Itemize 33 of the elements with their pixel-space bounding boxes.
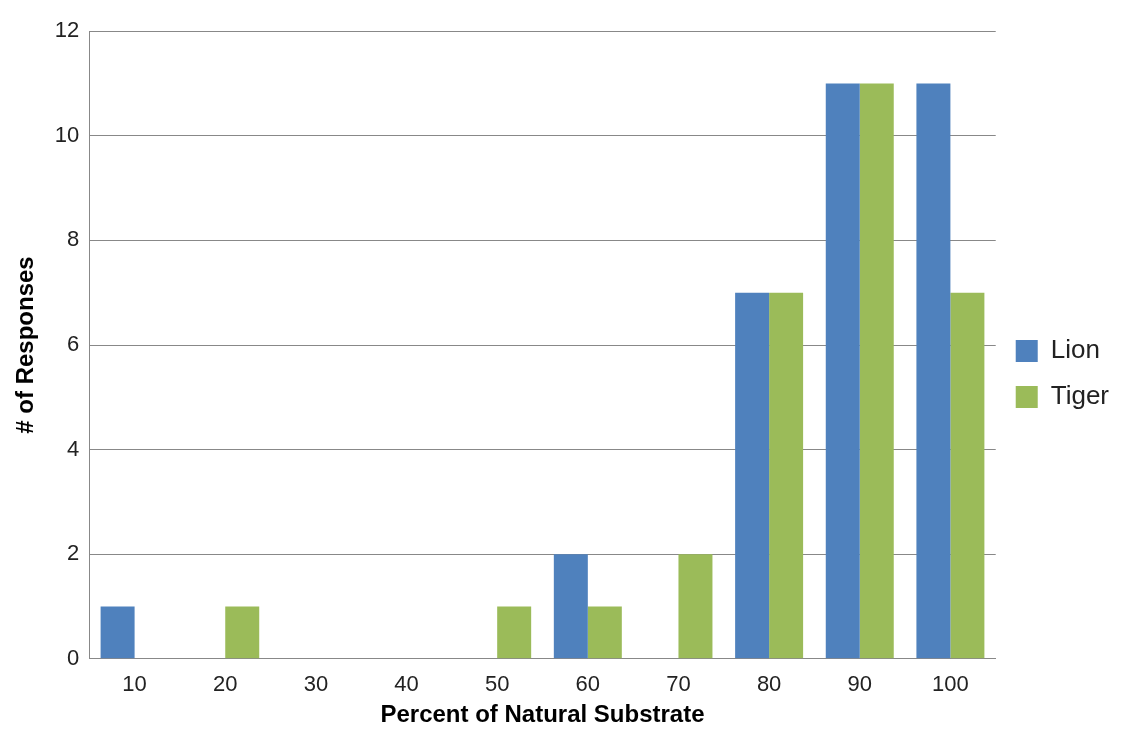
x-tick-label: 20 — [213, 671, 238, 697]
bar — [225, 606, 260, 659]
bar — [678, 554, 713, 659]
y-tick-label: 2 — [67, 540, 80, 566]
x-tick-label: 90 — [847, 671, 872, 697]
x-tick-label: 70 — [666, 671, 691, 697]
y-tick-label: 6 — [67, 331, 80, 357]
bar — [735, 292, 770, 659]
bar — [859, 83, 894, 659]
x-tick-label: 30 — [303, 671, 329, 697]
bar — [950, 292, 985, 659]
y-tick-label: 0 — [67, 644, 80, 670]
y-axis-title: # of Responses — [11, 256, 39, 434]
x-tick-label: 100 — [932, 671, 969, 697]
legend-label: Tiger — [1050, 380, 1110, 411]
y-tick-label: 8 — [67, 226, 80, 252]
x-tick-label: 50 — [484, 671, 510, 697]
x-tick-label: 10 — [122, 671, 147, 697]
bar — [497, 606, 532, 659]
y-tick-label: 10 — [54, 121, 80, 147]
bar — [769, 292, 804, 659]
x-tick-label: 60 — [575, 671, 601, 697]
bar — [553, 554, 588, 659]
bar — [825, 83, 860, 659]
x-tick-label: 80 — [756, 671, 782, 697]
y-tick-label: 12 — [54, 17, 80, 43]
bar — [100, 606, 135, 659]
bar — [916, 83, 951, 659]
legend-label: Lion — [1050, 334, 1100, 365]
bar — [587, 606, 622, 659]
y-tick-label: 4 — [67, 435, 80, 461]
x-axis-title: Percent of Natural Substrate — [380, 700, 705, 728]
x-tick-label: 40 — [394, 671, 419, 697]
